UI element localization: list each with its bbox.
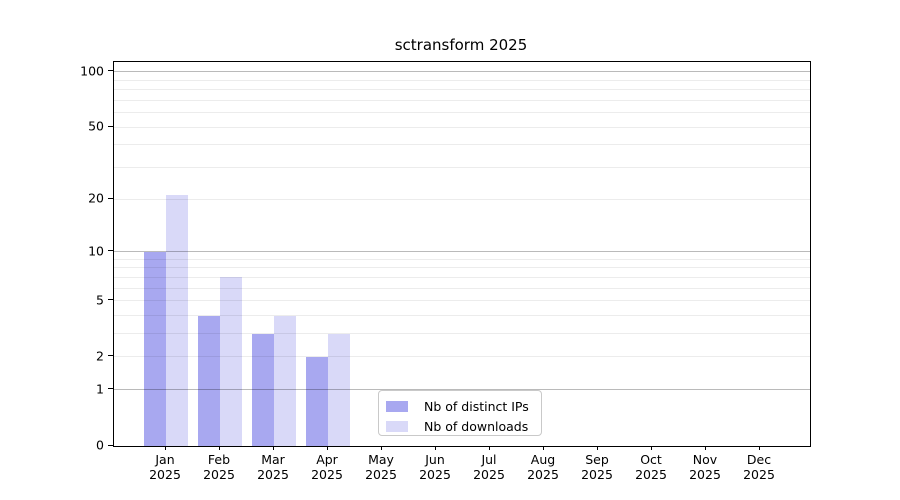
legend-item-downloads: Nb of downloads bbox=[386, 416, 541, 436]
bar-distinct-ips-jan bbox=[144, 251, 166, 446]
y-tick-label: 1 bbox=[96, 381, 104, 397]
legend-swatch-distinct-ips-icon bbox=[386, 400, 408, 412]
gridline-minor bbox=[114, 267, 810, 269]
gridline-minor bbox=[114, 300, 810, 302]
x-tick bbox=[164, 446, 166, 450]
y-tick bbox=[108, 444, 113, 446]
gridline-major bbox=[114, 389, 810, 391]
bars-layer bbox=[114, 62, 810, 446]
y-tick-label: 5 bbox=[96, 292, 104, 308]
y-tick-label: 20 bbox=[88, 190, 104, 206]
legend-swatch-downloads-icon bbox=[386, 420, 408, 432]
y-tick-label: 0 bbox=[96, 437, 104, 453]
x-tick bbox=[758, 446, 760, 450]
gridline-minor bbox=[114, 99, 810, 101]
bar-downloads-apr bbox=[328, 333, 350, 446]
gridline-minor bbox=[114, 356, 810, 358]
grid-layer bbox=[114, 62, 810, 446]
x-tick-label: Dec 2025 bbox=[743, 452, 775, 482]
y-tick bbox=[108, 299, 113, 301]
x-tick-label: May 2025 bbox=[365, 452, 397, 482]
bar-downloads-jan bbox=[166, 195, 188, 446]
x-tick-label: Jan 2025 bbox=[149, 452, 181, 482]
gridline-minor bbox=[114, 112, 810, 114]
y-tick bbox=[108, 250, 113, 252]
x-tick-label: Jun 2025 bbox=[419, 452, 451, 482]
gridline-minor bbox=[114, 258, 810, 260]
gridline-minor bbox=[114, 198, 810, 200]
plot-area bbox=[113, 61, 811, 447]
gridline-major bbox=[114, 71, 810, 73]
x-tick bbox=[272, 446, 274, 450]
legend-label-distinct-ips: Nb of distinct IPs bbox=[424, 398, 529, 414]
y-tick bbox=[108, 70, 113, 72]
x-tick bbox=[596, 446, 598, 450]
x-tick bbox=[434, 446, 436, 450]
gridline-minor bbox=[114, 287, 810, 289]
gridline-minor bbox=[114, 315, 810, 316]
y-tick bbox=[108, 197, 113, 199]
bar-downloads-mar bbox=[274, 315, 296, 446]
x-tick-label: Jul 2025 bbox=[473, 452, 505, 482]
gridline-major bbox=[114, 251, 810, 253]
gridline-minor bbox=[114, 276, 810, 278]
x-tick-label: Sep 2025 bbox=[581, 452, 613, 482]
legend-label-downloads: Nb of downloads bbox=[424, 418, 529, 434]
bar-downloads-feb bbox=[220, 277, 242, 446]
y-tick-label: 2 bbox=[96, 348, 104, 364]
x-tick bbox=[488, 446, 490, 450]
y-tick-label: 10 bbox=[88, 243, 104, 259]
x-tick bbox=[542, 446, 544, 450]
x-tick bbox=[326, 446, 328, 450]
gridline-minor bbox=[114, 89, 810, 91]
gridline-minor bbox=[114, 144, 810, 146]
y-tick bbox=[108, 355, 113, 357]
x-tick bbox=[380, 446, 382, 450]
bar-distinct-ips-apr bbox=[306, 356, 328, 446]
x-tick bbox=[218, 446, 220, 450]
y-tick bbox=[108, 125, 113, 127]
y-tick-label: 50 bbox=[88, 118, 104, 134]
legend-item-distinct-ips: Nb of distinct IPs bbox=[386, 396, 541, 416]
bar-distinct-ips-feb bbox=[198, 315, 220, 446]
gridline-minor bbox=[114, 333, 810, 335]
gridline-minor bbox=[114, 167, 810, 169]
legend: Nb of distinct IPs Nb of downloads bbox=[378, 390, 542, 436]
chart-title: sctransform 2025 bbox=[394, 36, 528, 54]
gridline-minor bbox=[114, 126, 810, 128]
x-tick-label: Oct 2025 bbox=[635, 452, 667, 482]
x-tick-label: Apr 2025 bbox=[311, 452, 343, 482]
x-tick-label: Aug 2025 bbox=[527, 452, 559, 482]
x-tick bbox=[704, 446, 706, 450]
x-tick bbox=[650, 446, 652, 450]
x-tick-label: Mar 2025 bbox=[257, 452, 289, 482]
x-tick-label: Nov 2025 bbox=[689, 452, 721, 482]
y-tick-label: 100 bbox=[80, 63, 104, 79]
x-tick-label: Feb 2025 bbox=[203, 452, 235, 482]
gridline-minor bbox=[114, 79, 810, 81]
bar-distinct-ips-mar bbox=[252, 333, 274, 446]
y-tick bbox=[108, 388, 113, 390]
